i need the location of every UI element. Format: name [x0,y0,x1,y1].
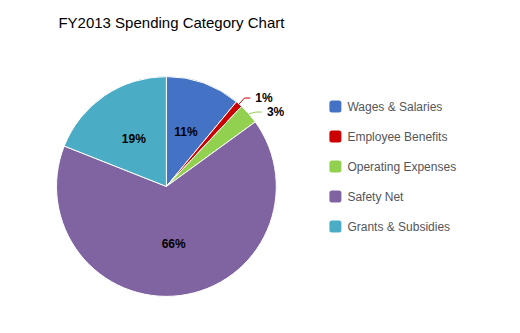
svg-text:66%: 66% [162,237,186,251]
svg-text:Operating Expenses: Operating Expenses [347,160,456,174]
svg-text:Safety Net: Safety Net [347,190,404,204]
svg-text:Wages & Salaries: Wages & Salaries [347,100,442,114]
svg-text:1%: 1% [255,91,273,105]
svg-text:FY2013 Spending Category Chart: FY2013 Spending Category Chart [58,14,285,31]
svg-text:11%: 11% [174,125,198,139]
svg-text:Employee Benefits: Employee Benefits [347,130,447,144]
svg-text:19%: 19% [122,132,146,146]
svg-text:3%: 3% [267,105,285,119]
svg-text:Grants & Subsidies: Grants & Subsidies [347,220,450,234]
